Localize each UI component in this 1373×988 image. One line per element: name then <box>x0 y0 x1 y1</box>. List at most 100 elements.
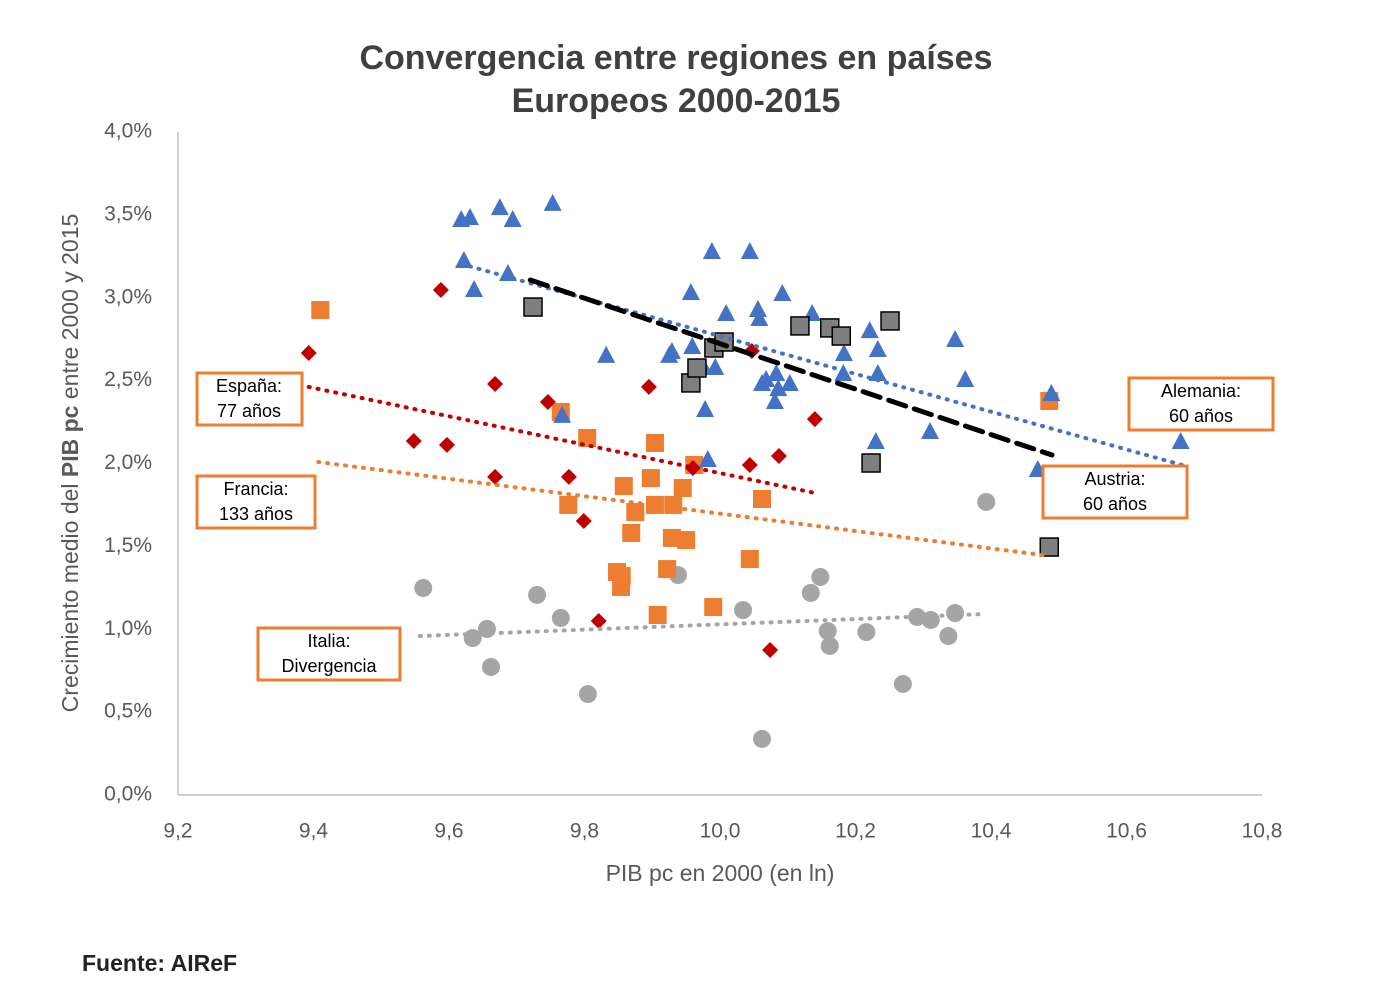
point <box>790 316 810 336</box>
point <box>698 450 717 468</box>
point <box>487 468 504 485</box>
point <box>921 422 940 440</box>
point <box>757 369 776 387</box>
x-tick-label: 10,2 <box>835 820 876 843</box>
x-tick-label: 10,8 <box>1242 820 1283 843</box>
point <box>551 608 570 627</box>
point <box>503 210 522 228</box>
point <box>860 321 879 339</box>
point <box>597 345 616 363</box>
point <box>482 658 501 677</box>
y-axis-label-part: PIB pc <box>57 405 83 477</box>
y-tick-label: 2,0% <box>104 451 152 474</box>
trend-line <box>417 612 987 639</box>
point <box>773 283 792 301</box>
point <box>706 358 725 376</box>
point <box>622 523 641 542</box>
annotation-box <box>1041 464 1189 520</box>
point <box>645 495 664 514</box>
point <box>648 605 667 624</box>
point <box>490 198 509 216</box>
point <box>748 300 767 318</box>
trend-line <box>527 277 1055 458</box>
point <box>684 459 701 476</box>
point <box>806 411 823 428</box>
point <box>740 549 759 568</box>
point <box>687 358 707 378</box>
annotation-text: 60 años <box>1169 406 1233 426</box>
point <box>560 468 577 485</box>
point <box>487 375 504 392</box>
annotation-text: 77 años <box>217 401 281 421</box>
point <box>767 363 786 381</box>
x-tick-label: 9,6 <box>434 820 463 843</box>
annotation-box <box>195 474 317 530</box>
annotation-text: Francia: <box>223 479 288 499</box>
point <box>702 242 721 260</box>
x-tick-label: 9,2 <box>163 820 192 843</box>
point <box>780 373 799 391</box>
point <box>414 578 433 597</box>
point <box>762 641 779 658</box>
plot-area: 0,0% 0,5% 1,0% 1,5% 2,0% 2,5% 3,0% 3,5% 4,0% 9,2 9… <box>104 120 1282 843</box>
point <box>528 585 547 604</box>
point <box>696 399 715 417</box>
point <box>857 623 876 642</box>
point <box>946 604 965 623</box>
annotation-box <box>256 626 402 682</box>
point <box>753 729 772 748</box>
point <box>677 531 696 550</box>
point <box>681 282 700 300</box>
source: Fuente: AIReF <box>82 950 237 976</box>
y-tick-label: 2,5% <box>104 368 152 391</box>
point <box>956 369 975 387</box>
trend-line <box>306 384 817 496</box>
point <box>575 513 592 530</box>
point <box>753 489 772 508</box>
point <box>539 394 556 411</box>
point <box>769 379 788 397</box>
y-tick-label: 1,5% <box>104 534 152 557</box>
point <box>461 208 480 226</box>
point <box>834 343 853 361</box>
point <box>801 583 820 602</box>
x-tick-label: 10,6 <box>1106 820 1147 843</box>
point <box>818 622 837 641</box>
point <box>717 303 736 321</box>
point <box>921 610 940 629</box>
annotation-text: Divergencia <box>281 656 377 676</box>
point <box>641 469 660 488</box>
y-tick-label: 3,5% <box>104 202 152 225</box>
annotation-box <box>1127 376 1275 432</box>
point <box>673 479 692 498</box>
point <box>740 242 759 260</box>
point <box>861 453 881 473</box>
point <box>463 629 482 648</box>
point <box>1039 537 1060 557</box>
x-tick-label: 10,0 <box>700 820 741 843</box>
annotation-text: España: <box>216 376 282 396</box>
y-axis-label-part: entre 2000 y 2015 <box>57 214 83 406</box>
point <box>640 378 657 395</box>
x-tick-label: 9,8 <box>570 820 599 843</box>
point <box>578 685 597 704</box>
point <box>543 193 562 211</box>
x-axis-label: PIB pc en 2000 (en ln) <box>606 860 835 886</box>
point <box>977 492 996 511</box>
point <box>939 627 958 646</box>
x-tick-label: 10,4 <box>971 820 1012 843</box>
point <box>664 495 683 514</box>
point <box>831 326 852 346</box>
annotation-box <box>195 371 304 427</box>
x-tick-label: 9,4 <box>299 820 329 843</box>
point <box>741 456 758 473</box>
annotation-text: Alemania: <box>1161 381 1241 401</box>
point <box>559 495 578 514</box>
point <box>770 448 787 465</box>
point <box>880 311 900 331</box>
y-tick-label: 0,0% <box>104 783 152 806</box>
point <box>893 674 912 693</box>
point <box>432 281 449 298</box>
point <box>553 405 572 423</box>
